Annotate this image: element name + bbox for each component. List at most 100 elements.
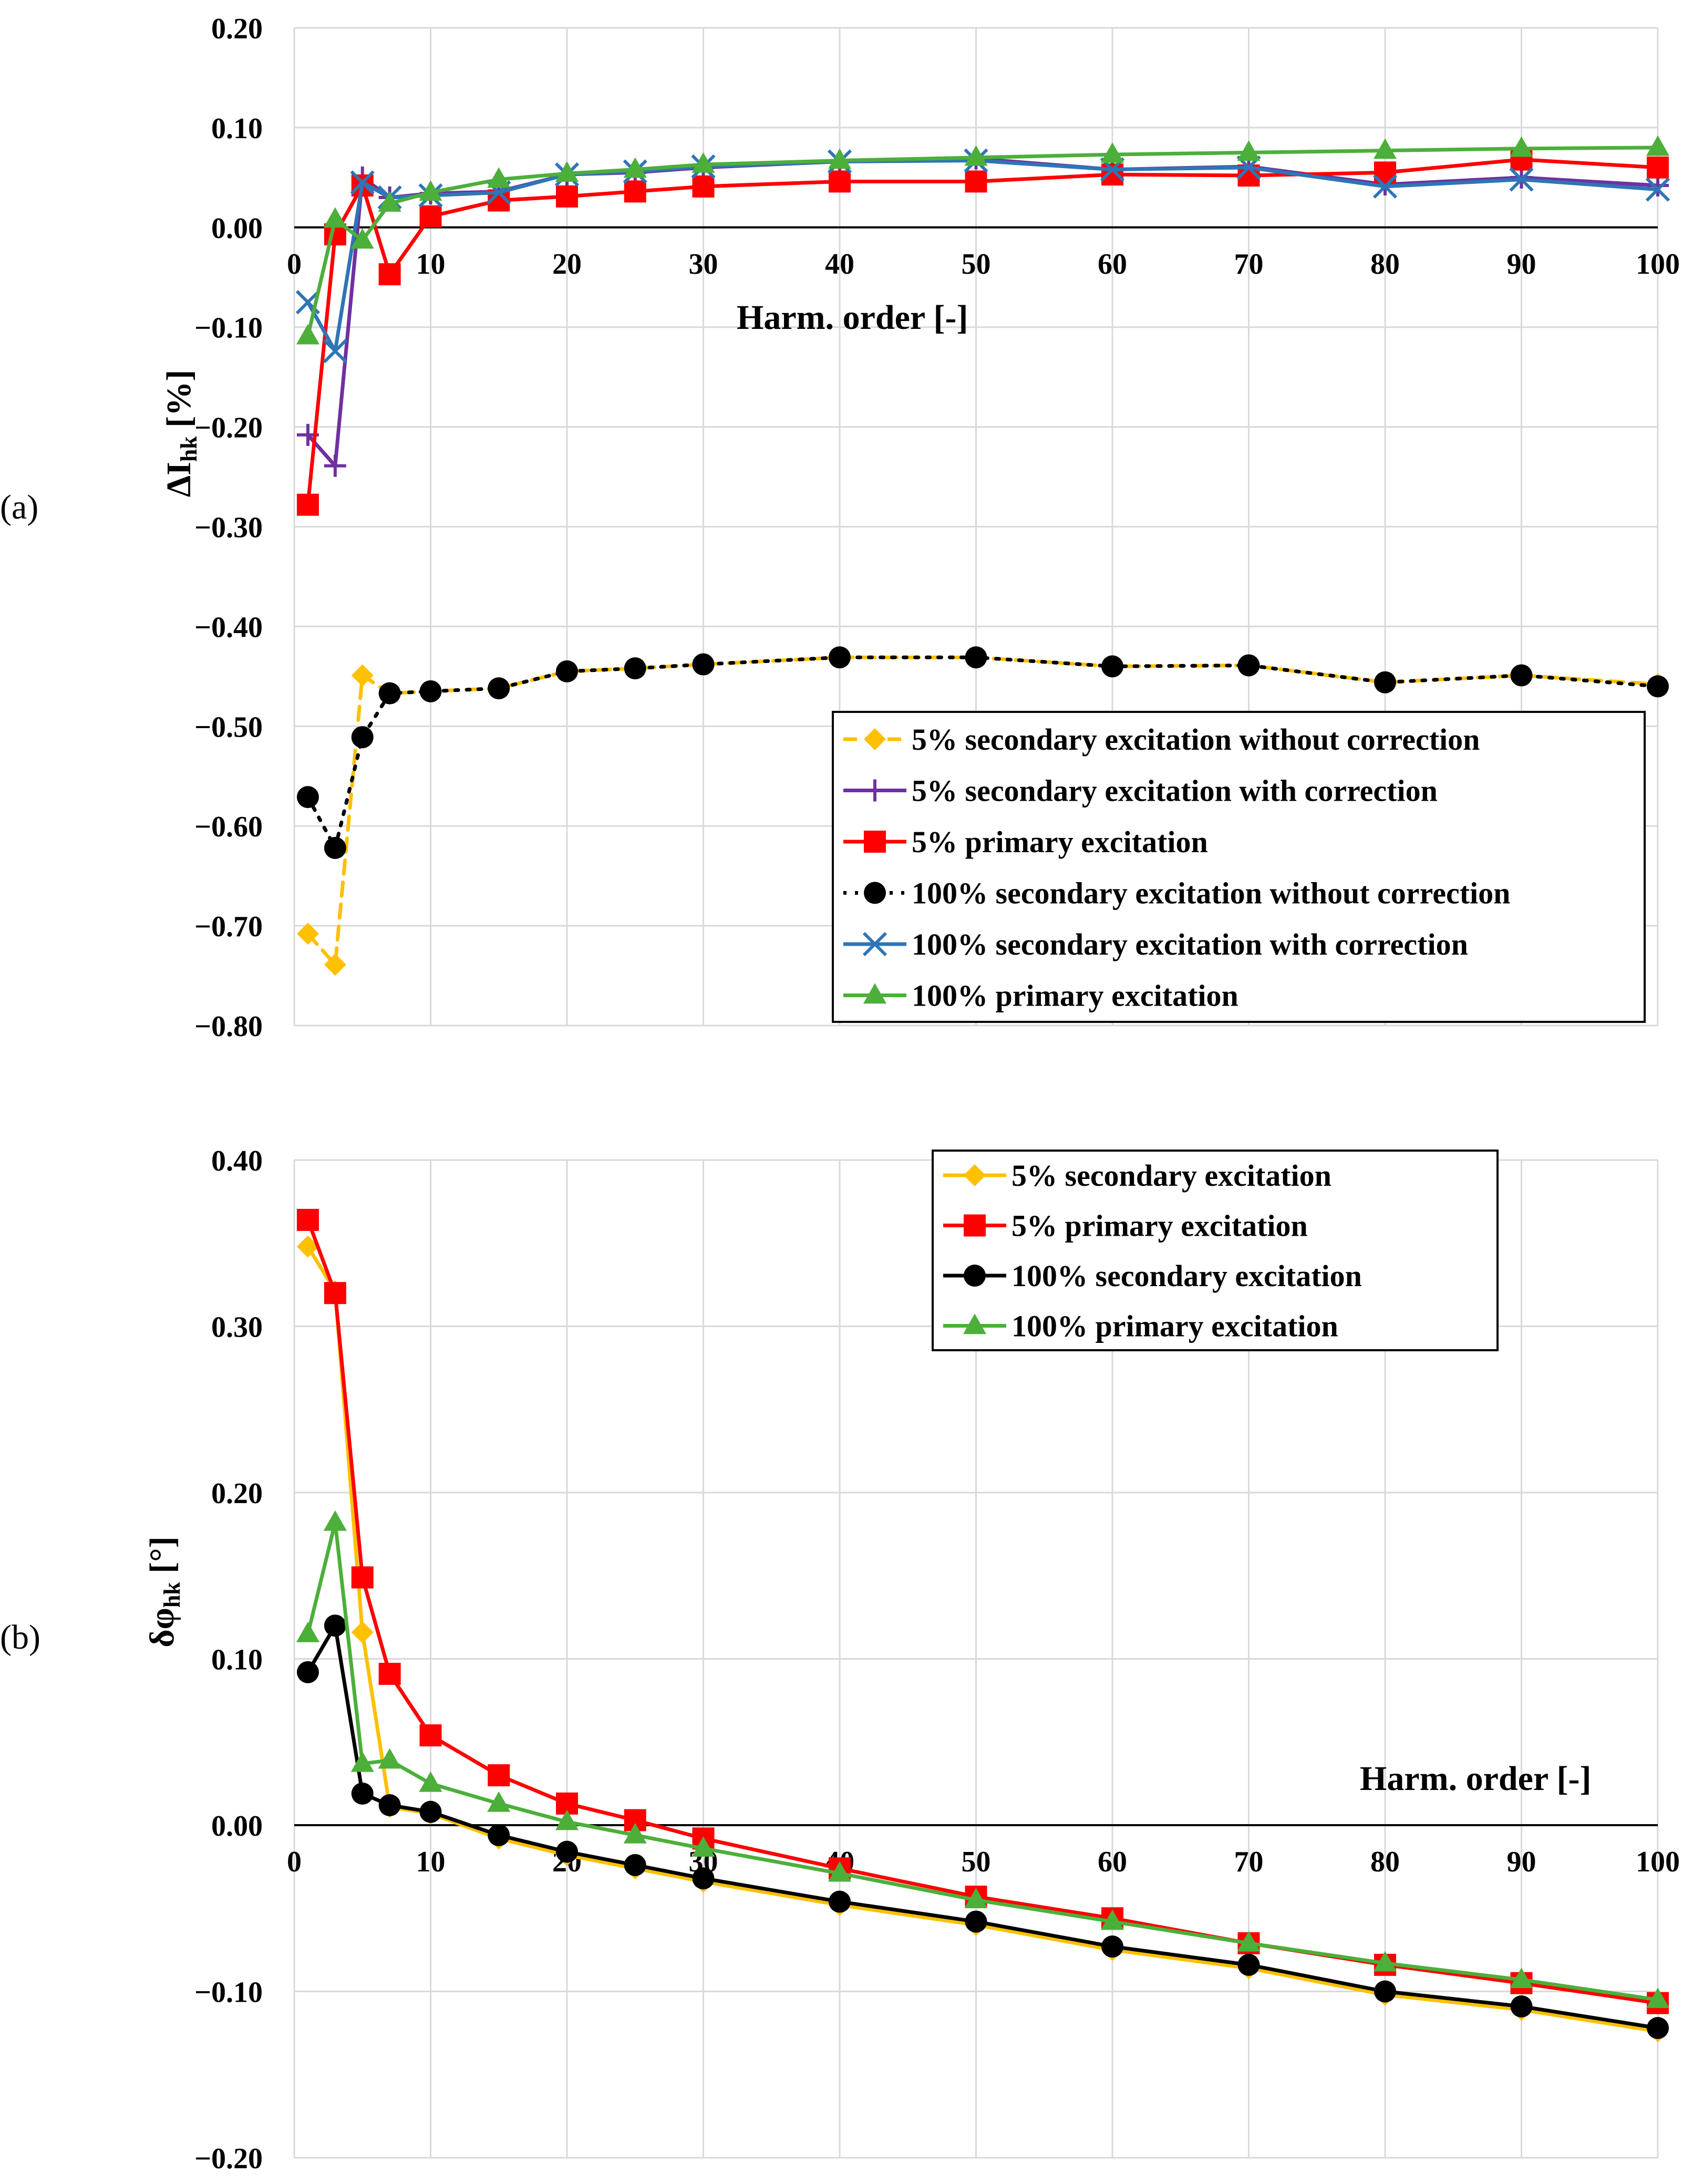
panel-a-y-tick-label: −0.70	[194, 910, 263, 943]
panel-a-y-tick-label: −0.20	[194, 412, 263, 444]
panel-a-y-tick-label: −0.80	[194, 1010, 263, 1043]
panel-a-data-point	[1645, 177, 1670, 202]
panel-b-data-point	[623, 1823, 647, 1844]
panel-b-x-axis-title: Harm. order [-]	[1360, 1759, 1591, 1798]
panel-a-data-point	[624, 657, 646, 680]
panel-a-data-point	[1237, 140, 1261, 161]
panel-b-data-point	[419, 1800, 442, 1823]
panel-a-data-point	[829, 170, 851, 193]
panel-b-legend-marker	[964, 1164, 986, 1186]
panel-a-y-tick-label: −0.30	[194, 512, 263, 544]
panel-b-legend-marker	[963, 1313, 987, 1334]
panel-b-data-point	[691, 1836, 715, 1857]
panel-a-y-axis-unit: [%]	[160, 370, 198, 436]
panel-a-legend-label: 100% primary excitation	[912, 979, 1238, 1013]
panel-b-data-point	[692, 1867, 715, 1890]
panel-a-data-point	[296, 923, 319, 945]
panel-b-data-point	[828, 1861, 852, 1882]
panel-a-data-point	[1100, 142, 1124, 163]
panel-a-y-tick-label: −0.40	[194, 611, 263, 644]
panel-a-x-tick-label: 50	[962, 248, 991, 281]
panel-a-legend-item-5pct-primary-excitation: 5% primary excitation	[843, 825, 1208, 859]
panel-a-data-point	[296, 786, 319, 809]
panel-a-legend-marker	[863, 983, 887, 1004]
panel-b-y-axis-title: δφhk [°]	[143, 1536, 185, 1647]
panel-b-y-tick-label: −0.10	[194, 1976, 263, 2009]
panel-b-data-point	[1510, 1995, 1533, 2017]
panel-b-x-tick-label: 60	[1098, 1846, 1127, 1878]
panel-b-data-point	[1101, 1935, 1123, 1958]
panel-b-y-tick-label: 0.30	[211, 1311, 263, 1344]
panel-b-legend-item-100pct-primary-excitation: 100% primary excitation	[943, 1309, 1338, 1343]
panel-b-series-line	[306, 1245, 1660, 2033]
panel-a-x-axis-title: Harm. order [-]	[737, 298, 968, 337]
panel-a-data-point	[324, 954, 346, 976]
panel-a-data-point	[1101, 655, 1123, 678]
panel-a-y-axis-symbol: ΔI	[160, 462, 198, 497]
panel-b-data-point	[378, 1662, 401, 1685]
panel-a-data-point	[1101, 163, 1123, 186]
panel-a-y-tick-label: 0.00	[211, 212, 263, 245]
panel-b-data-point	[323, 1510, 347, 1531]
panel-a-data-point	[488, 677, 510, 700]
panel-a-data-point	[692, 653, 715, 676]
panel-b-data-point	[1374, 1980, 1396, 2003]
panel-a-y-axis-title: ΔIhk [%]	[160, 370, 202, 498]
panel-a-legend-item-100pct-secondary-excitation-without-correction: 100% secondary excitation without correc…	[843, 876, 1510, 910]
panel-a-data-point	[1373, 138, 1397, 159]
panel-b-legend-item-5pct-secondary-excitation: 5% secondary excitation	[943, 1158, 1331, 1193]
panel-b-data-point	[488, 1764, 510, 1787]
panel-b-data-point	[964, 1888, 988, 1909]
panel-a-legend-label: 5% primary excitation	[912, 825, 1208, 859]
panel-b-x-tick-label: 10	[416, 1846, 446, 1878]
panel-a-data-point	[1646, 135, 1670, 156]
panel-b-data-point	[1646, 1988, 1670, 2009]
panel-a-data-point	[1510, 664, 1533, 687]
panel-a-series-100pct-secondary-excitation-without-correction	[296, 646, 1669, 859]
panel-a-data-point	[487, 167, 511, 188]
panel-a-chart: 0.20 0.10 0.00 −0.10 −0.20 −0.30 −0.40 −0.50 −0.…	[0, 13, 1680, 1043]
panel-a-data-point	[378, 191, 401, 212]
panel-b-label: (b)	[0, 1618, 40, 1657]
panel-a-x-tick-label: 10	[416, 248, 446, 281]
panel-b-data-point	[378, 1748, 401, 1769]
panel-a-data-point	[555, 161, 579, 182]
panel-a-legend-item-5pct-secondary-excitation-with-correction: 5% secondary excitation with correction	[843, 774, 1438, 808]
panel-a-x-tick-label: 90	[1507, 248, 1536, 281]
panel-b-x-tick-label: 70	[1234, 1846, 1264, 1878]
panel-a-legend-label: 5% secondary excitation with correction	[912, 774, 1438, 808]
panel-a-data-point	[419, 180, 442, 201]
panel-b-legend-item-100pct-secondary-excitation: 100% secondary excitation	[943, 1259, 1362, 1293]
panel-a-series-line	[306, 655, 1660, 967]
panel-b-data-point	[1373, 1951, 1397, 1972]
panel-a-data-point	[1374, 671, 1396, 694]
panel-b-series-100pct-primary-excitation	[296, 1510, 1670, 2009]
panel-b-data-point	[556, 1840, 578, 1863]
panel-a-x-tick-label: 80	[1370, 248, 1400, 281]
panel-a-data-point	[1509, 167, 1534, 192]
panel-b-x-tick-label: 0	[287, 1846, 302, 1878]
panel-a-data-point	[419, 680, 442, 702]
panel-b-legend-label: 5% secondary excitation	[1011, 1158, 1331, 1193]
panel-b-data-point	[1237, 1931, 1261, 1952]
panel-b-data-point	[378, 1794, 401, 1817]
panel-a-data-point	[324, 836, 346, 859]
panel-a-series-line	[306, 158, 1660, 507]
panel-a-y-tick-label: −0.10	[194, 312, 263, 345]
panel-a-legend-item-100pct-primary-excitation: 100% primary excitation	[843, 979, 1238, 1013]
panel-a-data-point	[350, 228, 374, 249]
panel-b-x-tick-label: 100	[1636, 1846, 1680, 1878]
panel-b-data-point	[350, 1751, 374, 1772]
panel-a-y-tick-label: 0.10	[211, 112, 263, 145]
panel-b-legend-label: 100% secondary excitation	[1011, 1259, 1362, 1293]
panel-b-data-point	[488, 1824, 510, 1846]
panel-b-data-point	[419, 1724, 442, 1747]
panel-a-data-point	[623, 157, 647, 178]
panel-a-legend-label: 100% secondary excitation without correc…	[912, 876, 1510, 910]
panel-a-data-point	[556, 185, 578, 208]
panel-b-series	[296, 1208, 1670, 2043]
panel-a-data-point	[964, 145, 988, 166]
panel-a-grid	[293, 27, 1659, 1027]
panel-b-data-point	[296, 1661, 319, 1683]
